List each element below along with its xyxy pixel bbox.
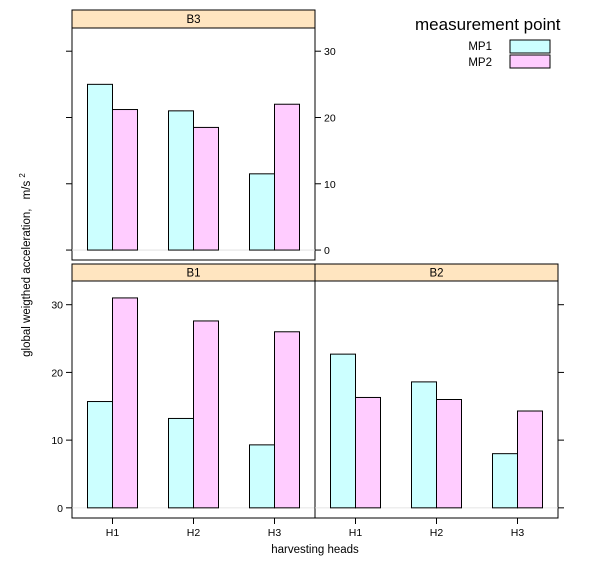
legend-label-mp2: MP2	[468, 57, 492, 69]
x-tick-label: H2	[430, 527, 444, 539]
strip-label: B1	[186, 268, 200, 280]
x-tick-label: H1	[349, 527, 363, 539]
x-tick-label: H2	[187, 527, 201, 539]
y-axis-title: global weigthed acceleration, m/s 2	[18, 173, 33, 357]
bar-b1-h1-mp1	[87, 401, 113, 509]
y-tick-label: 0	[57, 503, 63, 515]
x-axis-title: harvesting heads	[271, 544, 359, 556]
panel-b2: B2 H1 H2 H3	[314, 263, 564, 539]
bar-b1-h1-mp2	[112, 297, 138, 509]
y-tick-label: 20	[51, 367, 63, 379]
bar-b2-h1-mp1	[330, 353, 356, 509]
bar-b1-h3-mp1	[249, 444, 275, 509]
legend-swatch-mp2	[509, 54, 551, 69]
y-axis-title-unit-exp: 2	[18, 173, 27, 178]
panel-b1: B1 0 10 20 30 H1 H2 H3	[51, 263, 316, 539]
y-axis-title-unit: m/s	[21, 181, 33, 200]
bar-b1-h2-mp1	[168, 417, 194, 509]
bar-b2-h3-mp2	[517, 410, 543, 509]
bar-b1-h3-mp2	[274, 331, 300, 509]
bar-b3-h2-mp2	[193, 126, 219, 251]
legend-label-mp1: MP1	[468, 41, 492, 53]
x-tick-label: H3	[511, 527, 525, 539]
bar-b3-h1-mp2	[112, 109, 138, 251]
bar-b1-h2-mp2	[193, 320, 219, 509]
legend: measurement point MP1 MP2	[415, 15, 561, 69]
bar-b2-h1-mp2	[355, 396, 381, 509]
bar-b2-h2-mp2	[436, 399, 462, 509]
y-tick-label: 30	[324, 46, 336, 58]
x-tick-label: H3	[268, 527, 282, 539]
y-tick-label: 10	[324, 179, 336, 191]
x-tick-label: H1	[106, 527, 120, 539]
bar-b2-h2-mp1	[411, 381, 437, 509]
legend-swatch-mp1	[509, 39, 551, 54]
y-axis-title-text: global weigthed acceleration,	[21, 209, 33, 357]
panel-frame	[71, 27, 316, 261]
legend-title: measurement point	[415, 15, 561, 34]
y-tick-label: 0	[324, 245, 330, 257]
panel-b3: B3 0 10 20 30	[66, 9, 336, 261]
y-tick-label: 10	[51, 435, 63, 447]
y-tick-label: 30	[51, 300, 63, 312]
bar-b3-h3-mp2	[274, 103, 300, 251]
strip-label: B2	[429, 268, 443, 280]
bar-b3-h2-mp1	[168, 110, 194, 251]
bar-b3-h3-mp1	[249, 173, 275, 251]
bar-b2-h3-mp1	[492, 453, 518, 509]
strip-label: B3	[186, 14, 200, 26]
panels: B3 0 10 20 30 B1 0 10 20 30 H1 H2 H3 B2 H1 H2 H3	[51, 9, 564, 539]
bar-b3-h1-mp1	[87, 83, 113, 251]
y-tick-label: 20	[324, 112, 336, 124]
